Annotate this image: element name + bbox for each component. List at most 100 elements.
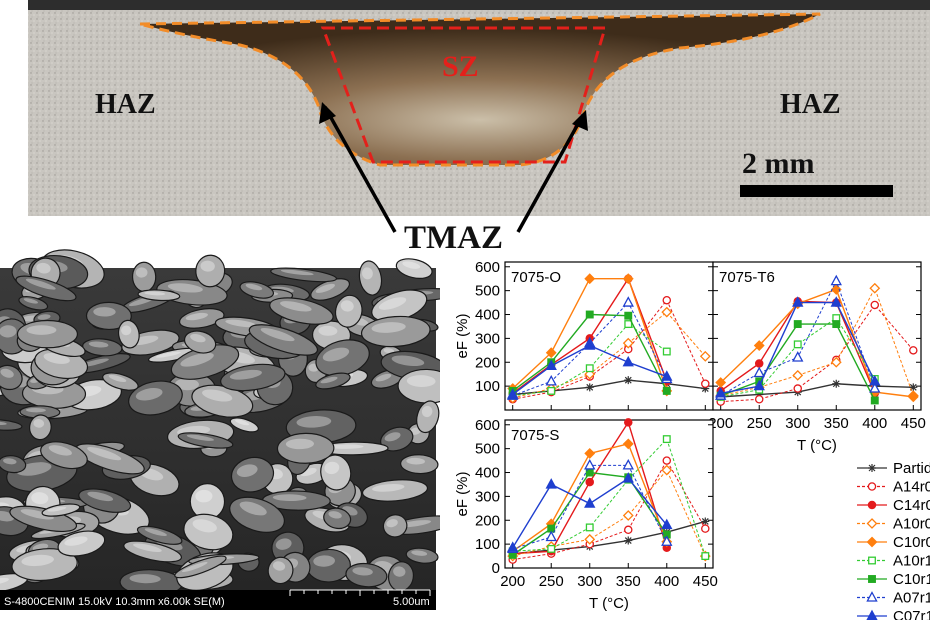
data-point: [701, 552, 710, 561]
sem-flake-highlight: [129, 574, 161, 584]
data-point: [585, 383, 594, 392]
legend-label: C14r0: [893, 497, 930, 514]
series-line: [512, 469, 706, 557]
data-point: [622, 337, 634, 349]
weld-macrograph: HAZ HAZ SZ 2 mm TMAZ: [28, 0, 930, 256]
sem-flake: [177, 432, 234, 449]
data-point: [793, 340, 802, 349]
data-point: [507, 388, 519, 399]
top-surface: [28, 0, 930, 10]
sem-flake: [416, 400, 440, 434]
sem-flake: [28, 414, 52, 441]
sem-flake-highlight: [195, 489, 213, 503]
sem-flake-highlight: [229, 369, 262, 380]
data-point: [662, 435, 671, 444]
legend-item: C14r0: [857, 497, 930, 514]
data-point: [584, 273, 596, 285]
data-point: [830, 284, 842, 295]
sem-flake-highlight: [64, 536, 88, 546]
sem-flake-highlight: [25, 278, 56, 290]
sem-flake: [270, 267, 338, 283]
x-tick-label: 400: [862, 415, 887, 432]
sem-flake: [85, 301, 132, 331]
data-point: [701, 379, 710, 388]
data-point: [584, 458, 596, 470]
legend-label: C10r1: [893, 571, 930, 588]
sem-flake: [323, 507, 352, 530]
sem-flake-highlight: [406, 375, 436, 387]
data-point: [622, 273, 634, 285]
data-point: [754, 395, 764, 404]
data-point: [868, 556, 876, 565]
sem-flake: [315, 372, 351, 390]
data-point: [907, 391, 919, 403]
sem-flake-highlight: [410, 427, 421, 435]
sem-flake-highlight: [108, 374, 127, 383]
series-a07r1: [715, 274, 881, 400]
x-axis-label: T (°C): [589, 595, 629, 612]
haz-left-label: HAZ: [95, 89, 156, 120]
sem-flake: [229, 496, 285, 533]
tmaz-arrow-left: [323, 106, 397, 233]
sem-flake: [395, 258, 433, 279]
data-point: [622, 458, 634, 470]
sem-flake-highlight: [402, 261, 421, 269]
scale-bar: [740, 185, 893, 197]
y-tick-label: 500: [475, 441, 500, 458]
sem-flake-highlight: [275, 538, 292, 550]
data-point: [624, 376, 633, 385]
sem-flake-highlight: [202, 389, 233, 402]
data-point: [867, 482, 877, 491]
data-point: [662, 347, 671, 356]
sem-flake-highlight: [320, 376, 338, 384]
sem-flake-highlight: [88, 341, 109, 348]
sem-flake: [136, 525, 183, 545]
sem-flake-highlight: [318, 325, 338, 336]
data-point: [866, 518, 878, 529]
y-axis-label: eF (%): [454, 471, 471, 516]
sem-flake: [269, 297, 334, 325]
sem-flake: [400, 454, 439, 475]
sem-flake: [117, 319, 140, 349]
data-point: [792, 296, 804, 307]
series-line: [720, 288, 914, 398]
sem-flake: [178, 308, 225, 329]
y-tick-label: 400: [475, 465, 500, 482]
sem-flake: [57, 530, 106, 557]
data-point: [793, 320, 802, 329]
sem-flake: [174, 555, 227, 579]
sem-flake-highlight: [225, 319, 257, 328]
y-tick-label: 200: [475, 354, 500, 371]
data-point: [793, 384, 802, 393]
series-line: [512, 438, 706, 557]
sem-flake-highlight: [36, 262, 51, 274]
legend-item: C10r0: [857, 534, 930, 551]
legend-label: A10r1: [893, 553, 930, 570]
sem-flake-highlight: [239, 501, 267, 516]
y-tick-label: 400: [475, 307, 500, 324]
data-point: [866, 536, 878, 548]
data-point: [661, 518, 673, 530]
sem-flake: [41, 503, 81, 517]
legend-label: C07r1: [893, 608, 930, 620]
sem-flake: [11, 548, 78, 582]
data-point: [624, 320, 633, 329]
data-point: [622, 438, 634, 450]
data-point: [868, 464, 876, 472]
sem-flake-highlight: [133, 543, 162, 552]
sem-flake-highlight: [48, 445, 72, 456]
sem-flake: [40, 441, 88, 470]
data-point: [661, 370, 673, 381]
sem-flake: [405, 547, 439, 564]
data-point: [870, 396, 879, 405]
sem-flake-highlight: [190, 334, 206, 343]
sem-info-bar: [0, 590, 436, 610]
sem-flake-highlight: [0, 577, 9, 586]
x-axis-label: T (°C): [797, 437, 837, 454]
sem-flake-highlight: [21, 554, 55, 567]
data-point: [699, 350, 711, 362]
sem-flake-highlight: [87, 447, 122, 461]
series-line: [720, 383, 914, 398]
sem-flake: [334, 294, 363, 328]
